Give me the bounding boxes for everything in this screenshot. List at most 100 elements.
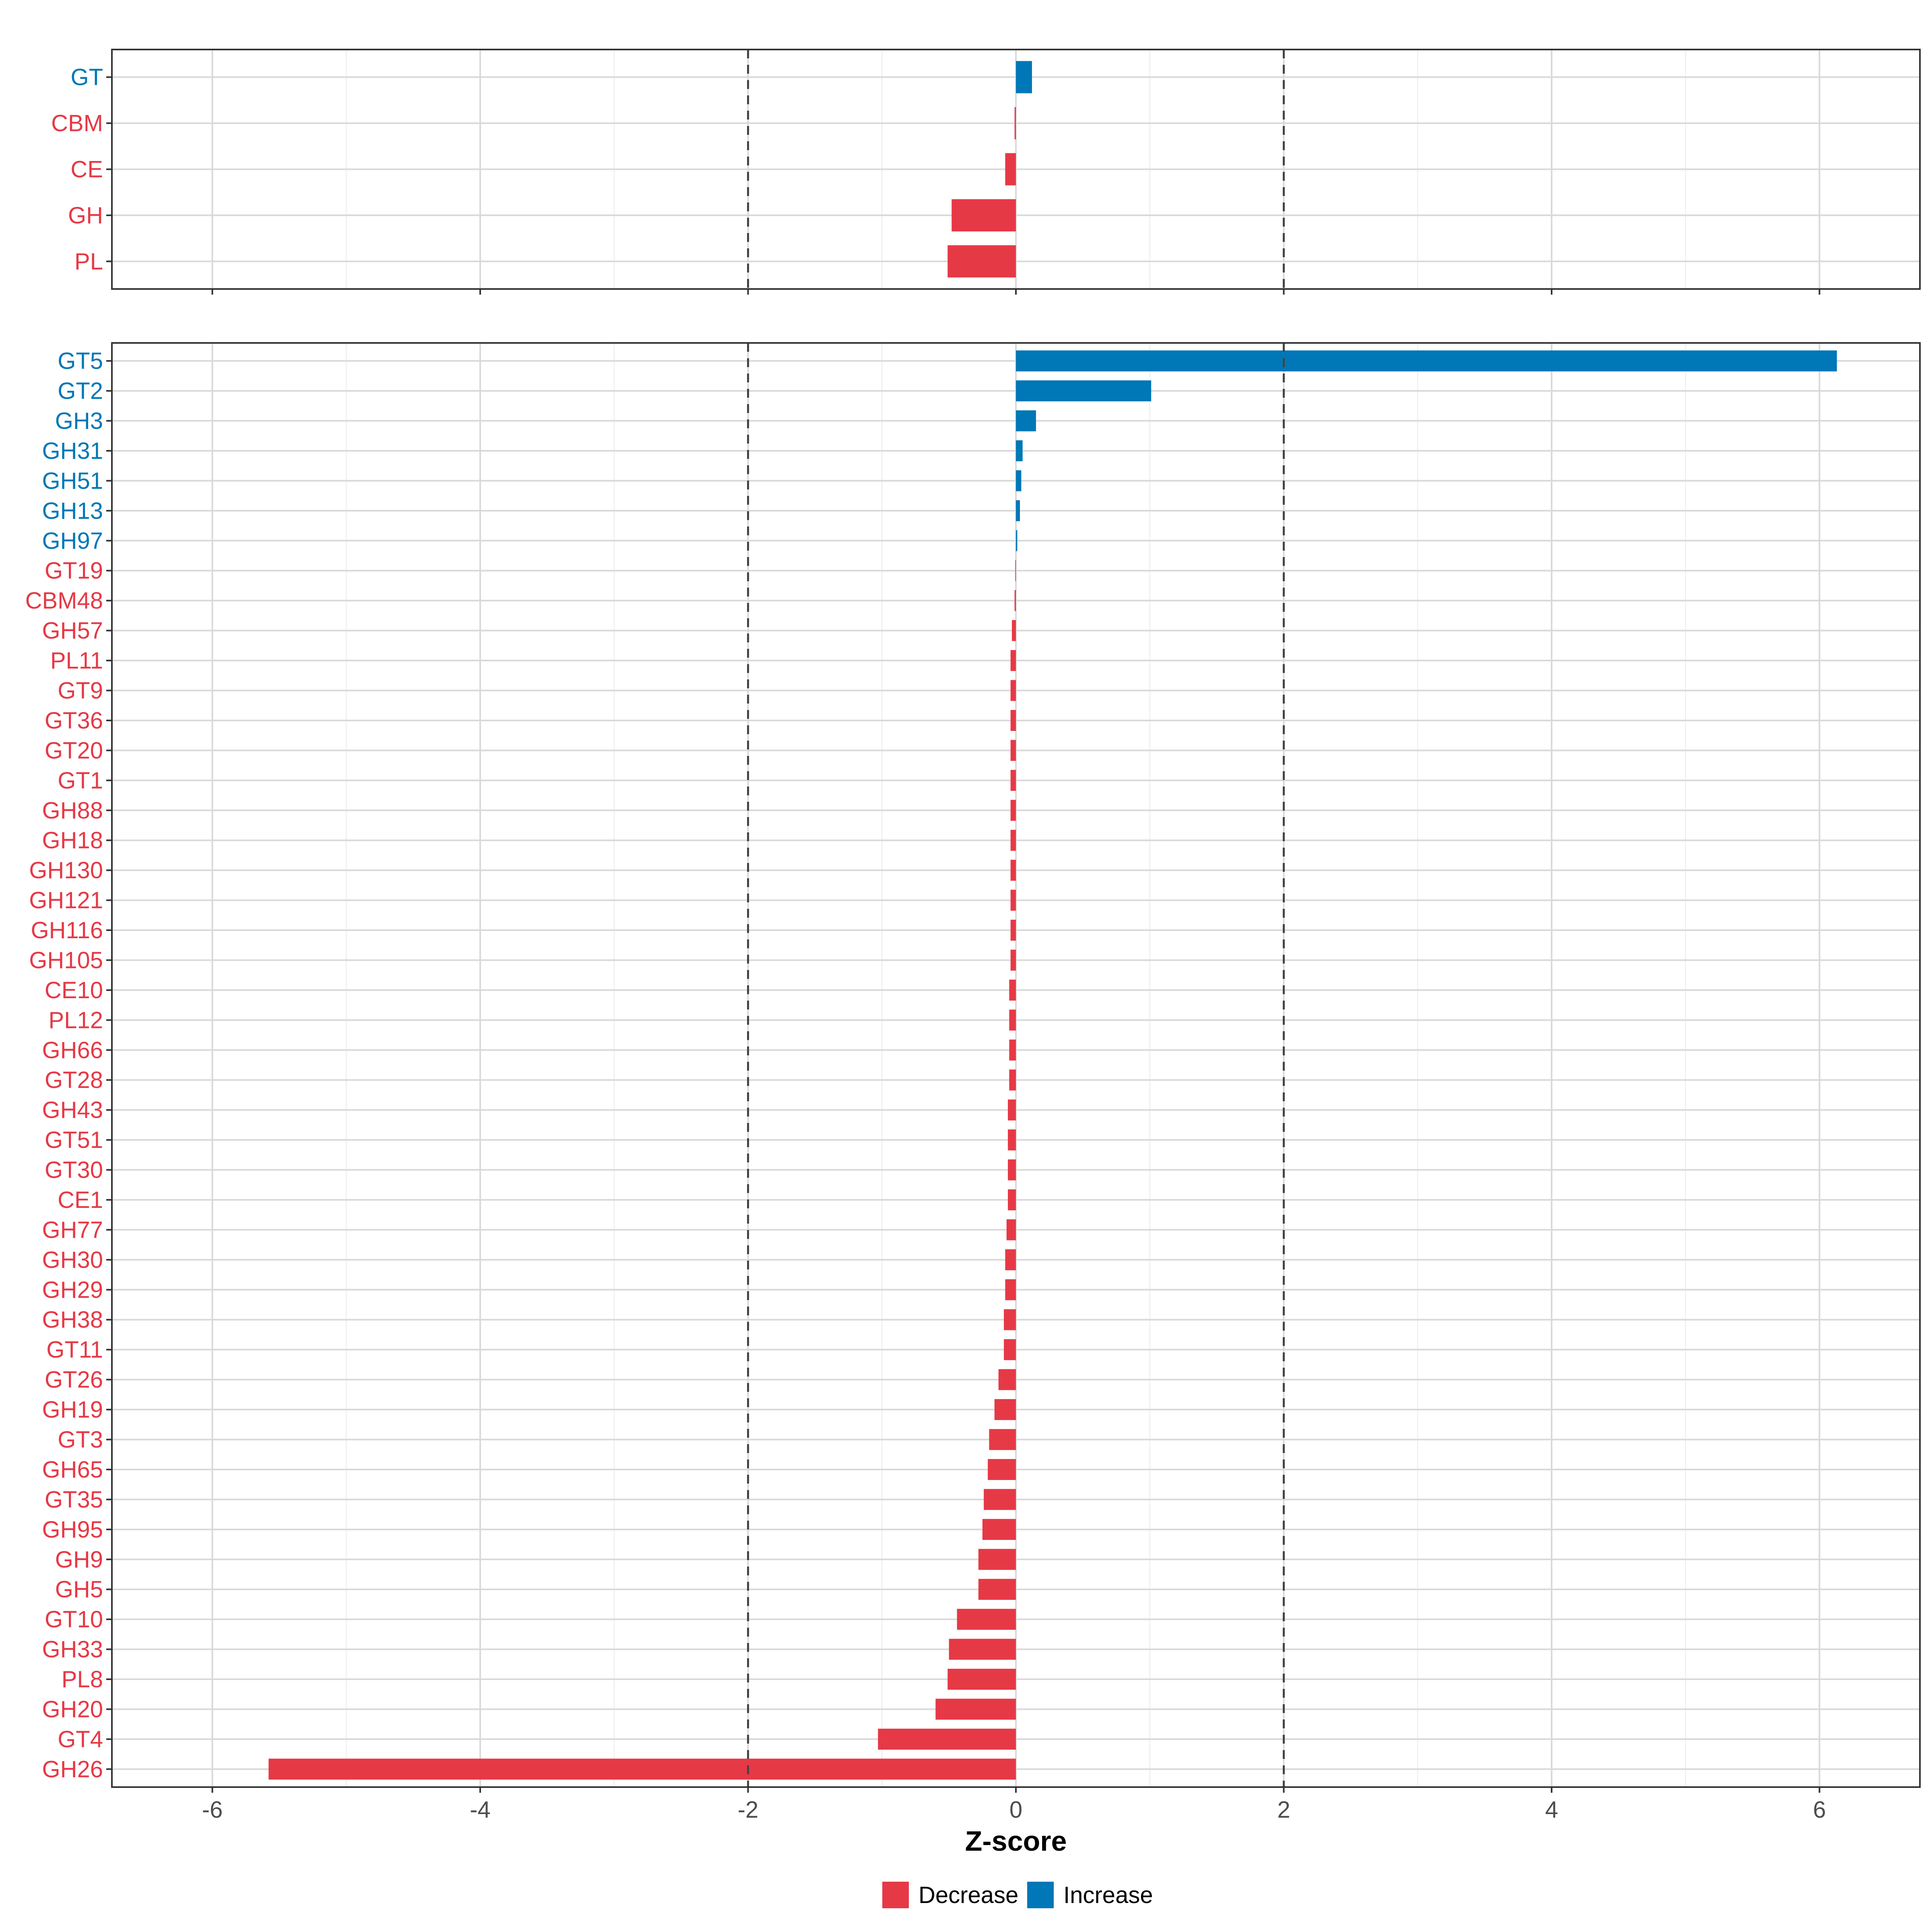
x-tick-label: 2	[1277, 1797, 1290, 1823]
bar-PL8	[947, 1668, 1016, 1690]
bar-GT	[1016, 61, 1032, 93]
category-label-GT: GT	[70, 64, 103, 91]
category-label-GH29: GH29	[42, 1277, 103, 1303]
category-label-GH65: GH65	[42, 1457, 103, 1483]
bar-GT4	[878, 1728, 1016, 1750]
bar-PL11	[1010, 650, 1016, 671]
category-label-GT2: GT2	[58, 378, 103, 404]
category-label-GH88: GH88	[42, 797, 103, 824]
category-label-GT10: GT10	[45, 1606, 103, 1633]
bar-GT3	[989, 1429, 1016, 1450]
category-label-GH95: GH95	[42, 1517, 103, 1543]
bar-GT30	[1008, 1159, 1016, 1181]
x-tick-label: 6	[1813, 1797, 1826, 1823]
category-label-GH105: GH105	[29, 947, 103, 973]
category-label-GH20: GH20	[42, 1696, 103, 1722]
legend-swatch-decrease	[882, 1882, 909, 1908]
bar-GT20	[1010, 740, 1016, 761]
bar-GH13	[1016, 500, 1020, 521]
bar-GH57	[1012, 620, 1016, 641]
category-label-GH3: GH3	[55, 408, 103, 434]
bar-GT10	[957, 1609, 1016, 1630]
bar-GH26	[268, 1759, 1016, 1780]
bar-GH130	[1010, 860, 1016, 881]
category-label-GH19: GH19	[42, 1397, 103, 1423]
x-axis-title: Z-score	[965, 1825, 1067, 1857]
x-tick-label: -6	[202, 1797, 223, 1823]
category-label-GH130: GH130	[29, 857, 103, 883]
bar-GT28	[1009, 1069, 1016, 1091]
bar-GH31	[1016, 440, 1023, 462]
bar-GH18	[1010, 830, 1016, 851]
x-tick-label: 0	[1009, 1797, 1022, 1823]
category-label-GT30: GT30	[45, 1157, 103, 1183]
category-label-GH33: GH33	[42, 1637, 103, 1663]
bar-CBM48	[1014, 590, 1016, 611]
category-label-CE1: CE1	[58, 1187, 103, 1213]
x-tick-label: 4	[1545, 1797, 1558, 1823]
bar-GH95	[982, 1519, 1016, 1540]
bar-PL12	[1009, 1009, 1016, 1031]
category-label-PL12: PL12	[49, 1007, 103, 1033]
bar-GT5	[1016, 350, 1837, 372]
category-label-GT11: GT11	[46, 1337, 103, 1363]
bar-GH9	[978, 1549, 1016, 1570]
category-label-PL: PL	[74, 248, 103, 275]
category-label-CE10: CE10	[45, 977, 103, 1003]
bar-GT51	[1008, 1129, 1016, 1151]
bar-GT2	[1016, 380, 1152, 402]
bar-GH20	[935, 1699, 1016, 1720]
x-tick-label: -2	[738, 1797, 759, 1823]
bar-PL	[947, 245, 1016, 278]
bar-GT36	[1010, 710, 1016, 731]
category-label-CE: CE	[70, 157, 103, 183]
category-label-GH77: GH77	[42, 1217, 103, 1243]
bar-GH43	[1008, 1099, 1016, 1121]
bar-CE	[1005, 153, 1016, 186]
category-label-GH116: GH116	[31, 917, 103, 943]
category-label-GT1: GT1	[58, 768, 103, 794]
category-label-GH26: GH26	[42, 1756, 103, 1782]
bar-GH105	[1010, 949, 1016, 971]
legend-swatch-increase	[1027, 1882, 1054, 1908]
bar-CBM	[1014, 107, 1016, 140]
legend-label-decrease: Decrease	[919, 1882, 1018, 1908]
bar-CE1	[1008, 1189, 1016, 1211]
category-label-GT9: GT9	[58, 678, 103, 704]
category-label-CBM: CBM	[51, 110, 103, 136]
bar-GH116	[1010, 919, 1016, 941]
x-tick-label: -4	[470, 1797, 491, 1823]
bar-GH88	[1010, 800, 1016, 821]
bar-GH	[952, 199, 1016, 231]
category-label-GH57: GH57	[42, 618, 103, 644]
category-label-GH30: GH30	[42, 1247, 103, 1273]
category-label-GT51: GT51	[45, 1127, 103, 1153]
category-label-GH18: GH18	[42, 828, 103, 854]
legend-label-increase: Increase	[1063, 1882, 1153, 1908]
bar-GT1	[1010, 770, 1016, 791]
category-label-GH: GH	[68, 202, 103, 229]
category-label-GT28: GT28	[45, 1067, 103, 1093]
bar-GH3	[1016, 410, 1036, 431]
category-label-PL8: PL8	[62, 1666, 103, 1693]
category-label-GT3: GT3	[58, 1426, 103, 1453]
category-label-GT35: GT35	[45, 1486, 103, 1513]
category-label-GH31: GH31	[42, 438, 103, 464]
bar-GH29	[1005, 1279, 1016, 1300]
bar-CE10	[1009, 979, 1016, 1001]
bar-GH77	[1006, 1219, 1016, 1241]
category-label-GH121: GH121	[29, 888, 103, 914]
category-label-GT20: GT20	[45, 737, 103, 764]
category-label-GH66: GH66	[42, 1037, 103, 1063]
category-label-GH13: GH13	[42, 498, 103, 524]
bar-GH19	[994, 1399, 1016, 1420]
category-label-GT36: GT36	[45, 708, 103, 734]
category-label-GH43: GH43	[42, 1097, 103, 1123]
bar-GH66	[1009, 1039, 1016, 1061]
category-label-GT26: GT26	[45, 1367, 103, 1393]
category-label-CBM48: CBM48	[25, 588, 103, 614]
category-label-GT4: GT4	[58, 1726, 103, 1752]
category-label-GT5: GT5	[58, 348, 103, 374]
bar-GT11	[1004, 1339, 1016, 1360]
category-label-GH38: GH38	[42, 1307, 103, 1333]
